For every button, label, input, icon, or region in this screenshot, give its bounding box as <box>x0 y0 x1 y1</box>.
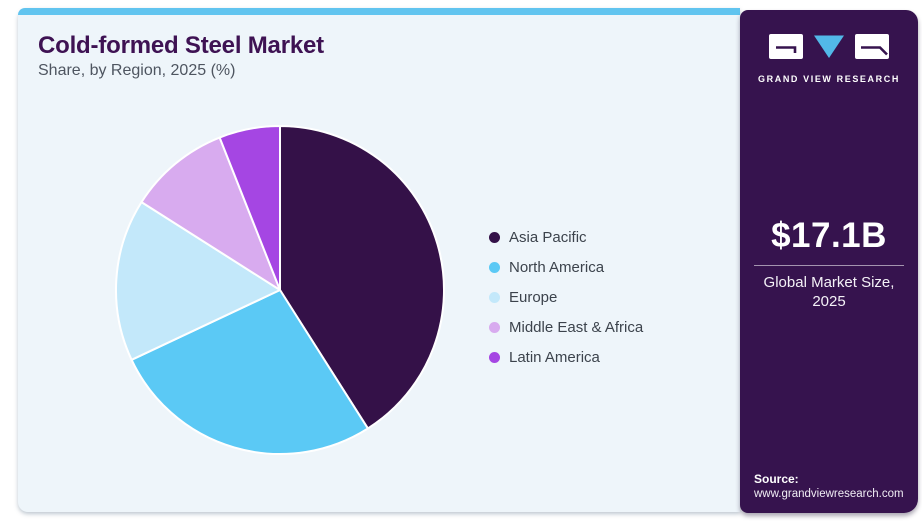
legend-swatch-europe <box>489 292 500 303</box>
market-size-divider <box>754 265 904 266</box>
legend-label: Asia Pacific <box>509 229 587 246</box>
gvr-logo-icon <box>769 34 889 59</box>
pie-slice-north-america <box>130 289 369 456</box>
legend-swatch-asia-pacific <box>489 232 500 243</box>
gvr-logo-text: GRAND VIEW RESEARCH <box>758 74 900 84</box>
legend-label: Middle East & Africa <box>509 319 644 336</box>
legend-swatch-north-america <box>489 262 500 273</box>
market-size-label: Global Market Size, 2025 <box>763 274 895 310</box>
pie-slice-latin-america <box>218 125 281 291</box>
chart-subtitle: Share, by Region, 2025 (%) <box>38 62 236 79</box>
sidebar: GRAND VIEW RESEARCH $17.1B Global Market… <box>740 10 918 513</box>
legend-item-middle-east-africa: Middle East & Africa <box>489 319 643 336</box>
market-size-block: $17.1B Global Market Size, 2025 <box>740 216 918 312</box>
legend: Asia Pacific North America Europe Middle Ea… <box>489 229 643 379</box>
legend-swatch-latin-america <box>489 352 500 363</box>
legend-label: Latin America <box>509 349 600 366</box>
legend-item-latin-america: Latin America <box>489 349 643 366</box>
source-block: Source: www.grandviewresearch.com <box>754 472 904 500</box>
source-label: Source: <box>754 472 799 486</box>
pie-slice-middle-east-africa <box>140 136 281 291</box>
legend-swatch-middle-east-africa <box>489 322 500 333</box>
card-top-accent <box>18 8 740 15</box>
pie-chart <box>114 125 445 456</box>
pie-slice-europe <box>114 201 281 361</box>
legend-label: Europe <box>509 289 558 306</box>
legend-item-north-america: North America <box>489 259 643 276</box>
legend-item-asia-pacific: Asia Pacific <box>489 229 643 246</box>
legend-item-europe: Europe <box>489 289 643 306</box>
gvr-logo: GRAND VIEW RESEARCH <box>740 10 918 84</box>
chart-title: Cold-formed Steel Market <box>38 32 324 59</box>
chart-card: Cold-formed Steel Market Share, by Regio… <box>18 8 740 512</box>
market-size-value: $17.1B <box>771 216 887 255</box>
legend-label: North America <box>509 259 605 276</box>
source-url: www.grandviewresearch.com <box>754 488 904 500</box>
